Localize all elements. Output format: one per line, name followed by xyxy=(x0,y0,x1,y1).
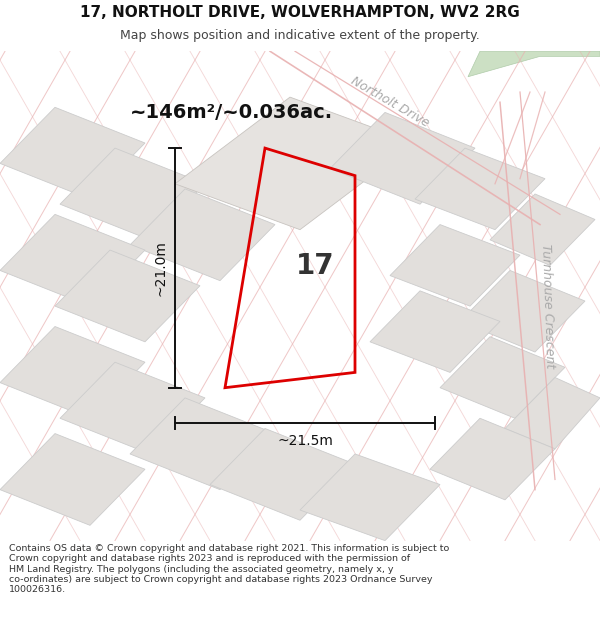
Polygon shape xyxy=(130,189,275,281)
Text: 17: 17 xyxy=(296,252,334,280)
Polygon shape xyxy=(0,326,145,418)
Polygon shape xyxy=(60,148,205,240)
Text: ~21.0m: ~21.0m xyxy=(153,240,167,296)
Polygon shape xyxy=(210,429,355,520)
Polygon shape xyxy=(300,454,440,541)
Polygon shape xyxy=(468,51,600,77)
Polygon shape xyxy=(370,291,500,372)
Polygon shape xyxy=(130,398,275,489)
Polygon shape xyxy=(0,107,145,199)
Polygon shape xyxy=(60,362,205,454)
Polygon shape xyxy=(55,250,200,342)
Polygon shape xyxy=(390,224,520,306)
Polygon shape xyxy=(0,434,145,526)
Text: Turnhouse Crescent: Turnhouse Crescent xyxy=(539,244,557,369)
Polygon shape xyxy=(330,112,475,204)
Polygon shape xyxy=(505,378,600,449)
Polygon shape xyxy=(430,418,555,500)
Text: 17, NORTHOLT DRIVE, WOLVERHAMPTON, WV2 2RG: 17, NORTHOLT DRIVE, WOLVERHAMPTON, WV2 2… xyxy=(80,5,520,20)
Text: Map shows position and indicative extent of the property.: Map shows position and indicative extent… xyxy=(120,29,480,42)
Text: Northolt Drive: Northolt Drive xyxy=(349,74,431,130)
Text: ~146m²/~0.036ac.: ~146m²/~0.036ac. xyxy=(130,103,333,122)
Text: Contains OS data © Crown copyright and database right 2021. This information is : Contains OS data © Crown copyright and d… xyxy=(9,544,449,594)
Polygon shape xyxy=(0,214,145,306)
Polygon shape xyxy=(175,97,415,229)
Polygon shape xyxy=(490,194,595,266)
Polygon shape xyxy=(440,337,565,418)
Polygon shape xyxy=(460,271,585,352)
Polygon shape xyxy=(415,148,545,229)
Text: ~21.5m: ~21.5m xyxy=(277,434,333,447)
